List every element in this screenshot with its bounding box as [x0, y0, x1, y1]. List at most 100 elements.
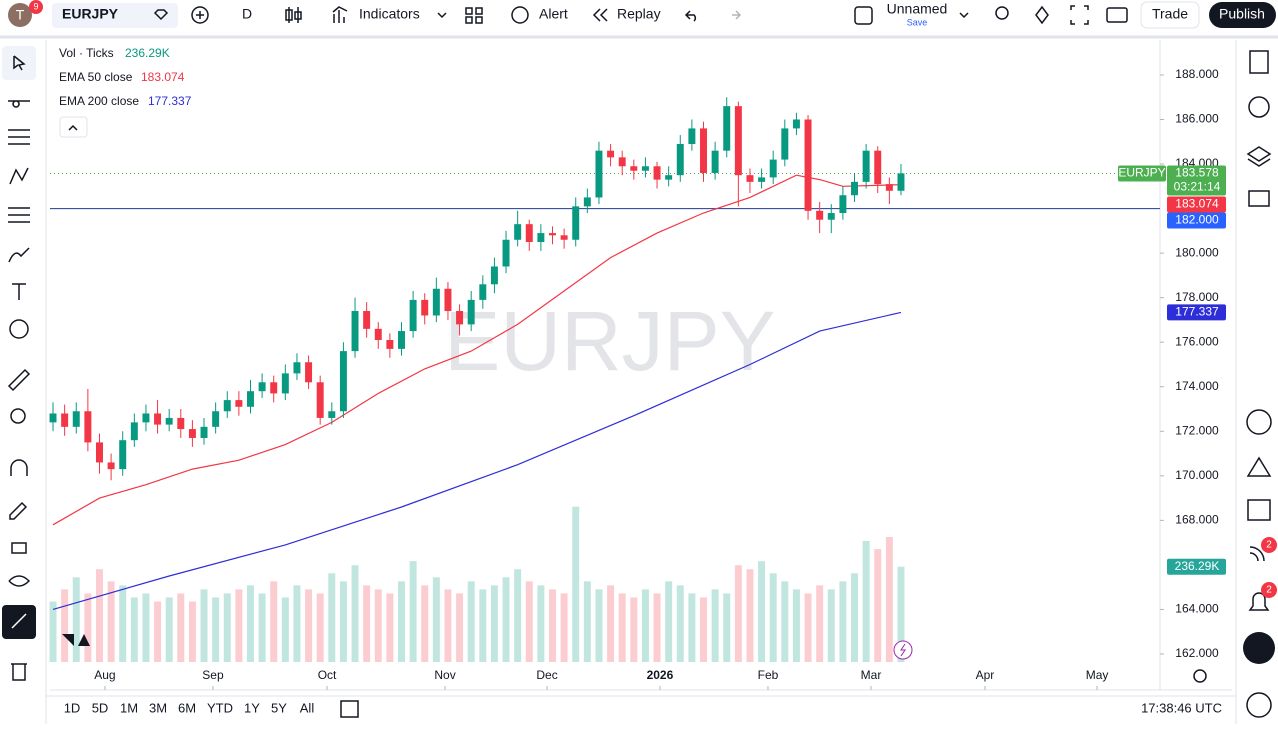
goto-date[interactable]	[340, 700, 359, 718]
tool-target[interactable]	[1246, 409, 1272, 435]
trade: Trade	[1152, 6, 1188, 22]
candle-body	[84, 411, 92, 443]
range-button[interactable]: 5Y	[271, 700, 287, 715]
alerts[interactable]	[1248, 96, 1270, 118]
candle-body	[583, 197, 591, 207]
volume-bar	[270, 581, 278, 662]
fib-tool[interactable]	[8, 129, 30, 145]
add-symbol[interactable]	[191, 6, 209, 24]
layers[interactable]	[1246, 146, 1272, 167]
candle-body	[293, 362, 301, 374]
layout-icon[interactable]	[854, 6, 873, 25]
volume-bar	[84, 593, 92, 662]
chart-type[interactable]	[285, 7, 302, 23]
trade-button[interactable]	[1140, 1, 1200, 29]
volume-bar	[688, 593, 696, 662]
range-button[interactable]: 6M	[178, 700, 196, 715]
range-button[interactable]: 5D	[92, 700, 109, 715]
stream[interactable]	[1249, 546, 1265, 562]
volume-bar	[61, 589, 69, 662]
badge-count: 2	[1266, 585, 1272, 596]
legend-volume-value: 236.29K	[125, 46, 170, 60]
volume-tag-label: 236.29K	[1175, 559, 1220, 573]
candle-body	[676, 144, 684, 176]
save[interactable]: Save	[907, 17, 928, 27]
replay[interactable]: Replay	[617, 6, 661, 22]
candle-body	[247, 391, 254, 407]
candle-body	[897, 173, 905, 191]
candle-body	[200, 426, 208, 438]
quick-search[interactable]	[995, 6, 1009, 20]
snapshot[interactable]	[1106, 7, 1128, 23]
range-button[interactable]: YTD	[207, 700, 233, 715]
indicators-icon	[332, 6, 348, 23]
text-tool[interactable]	[12, 283, 26, 300]
volume-bar	[758, 561, 766, 662]
volume-bar	[293, 585, 301, 662]
badge	[29, 0, 43, 14]
cursor[interactable]	[13, 55, 26, 71]
range-button[interactable]: 1M	[120, 700, 138, 715]
volume-bar	[351, 565, 359, 662]
watchlist[interactable]	[1249, 50, 1269, 74]
trash-tool[interactable]	[11, 663, 27, 681]
volume-bar	[514, 569, 522, 662]
range-button[interactable]: All	[300, 700, 315, 715]
y-tick-label: 178.000	[1175, 290, 1219, 304]
range-button[interactable]: 1Y	[244, 700, 260, 715]
trend-tool[interactable]	[8, 100, 30, 108]
layout-name[interactable]: Unnamed	[887, 1, 948, 17]
link-tool[interactable]	[11, 613, 27, 629]
icon	[196, 11, 204, 19]
publish-button[interactable]	[1209, 2, 1276, 28]
draw-mode[interactable]	[9, 501, 28, 520]
symbol-search[interactable]	[52, 3, 178, 28]
fullscreen[interactable]	[1070, 5, 1089, 25]
magnet-tool[interactable]	[10, 459, 28, 476]
help[interactable]	[1246, 692, 1272, 718]
zoom-tool[interactable]	[10, 408, 26, 424]
volume-bar	[885, 536, 893, 662]
candle-body	[607, 150, 615, 158]
tool-active[interactable]	[2, 46, 36, 80]
right-tools	[1246, 50, 1272, 718]
chart: 162.000 164.000 168.000 170.000 172.000 174.0…	[49, 67, 1226, 690]
alert[interactable]: Alert	[539, 6, 568, 22]
templates[interactable]	[465, 7, 483, 24]
avatar[interactable]	[8, 3, 32, 27]
candle-body	[653, 166, 661, 180]
ruler-tool[interactable]	[7, 368, 31, 392]
brush-tool[interactable]	[8, 247, 30, 263]
settings[interactable]	[1035, 5, 1049, 25]
interval[interactable]: D	[242, 6, 252, 22]
candle-body	[154, 413, 162, 425]
volume-bar	[792, 589, 800, 662]
chat[interactable]	[1248, 190, 1270, 207]
visibility-tool[interactable]	[8, 575, 31, 587]
volume-bar	[525, 581, 533, 662]
legend-ema50: EMA 50 close	[59, 70, 133, 84]
logo[interactable]	[62, 634, 90, 646]
axis-settings[interactable]	[1193, 669, 1207, 683]
candle-body	[142, 413, 150, 423]
calendar[interactable]	[1247, 499, 1271, 521]
pattern-tool[interactable]	[9, 167, 29, 185]
y-tick-label: 164.000	[1175, 602, 1219, 616]
line-tag	[1167, 212, 1226, 229]
undo[interactable]	[684, 10, 697, 22]
tool-triangle[interactable]	[1246, 456, 1272, 477]
forecast-tool[interactable]	[8, 207, 30, 223]
notifications[interactable]	[1248, 592, 1270, 611]
emoji-tool[interactable]	[9, 319, 29, 339]
redo[interactable]	[732, 10, 742, 20]
candle-body	[363, 311, 371, 329]
lock-tool[interactable]	[11, 542, 27, 554]
range-button[interactable]: 3M	[149, 700, 167, 715]
volume-bar	[537, 585, 545, 662]
publish: Publish	[1219, 6, 1265, 22]
indicators[interactable]: Indicators	[359, 6, 420, 22]
range-button[interactable]: 1D	[64, 700, 81, 715]
volume-bar	[897, 566, 905, 662]
apps-button[interactable]	[1243, 632, 1275, 664]
